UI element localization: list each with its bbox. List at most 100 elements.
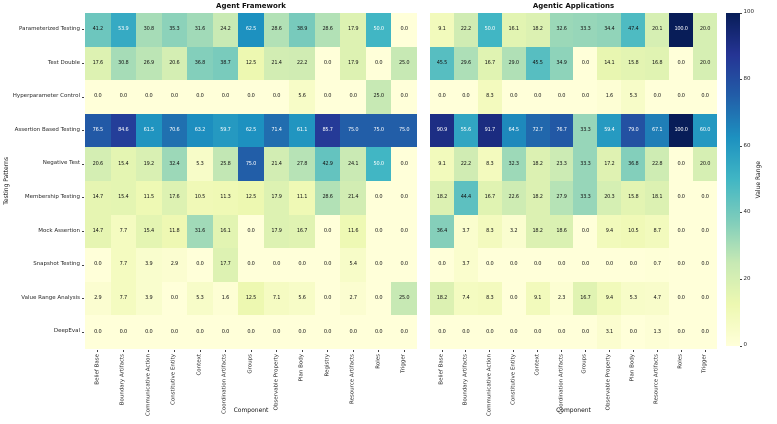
heatmap-agentic-applications: 9.1 22.2 50.0 16.1 18.2 32.6 33.3 34.4 47.4 20.1 1… (430, 13, 717, 349)
heatmap-cell: 0.0 (238, 315, 264, 349)
heatmap-cell: 0.0 (391, 214, 417, 249)
heatmap-cell: 18.2 (525, 180, 550, 215)
tick-mark (352, 349, 354, 352)
heatmap-cell: 34.9 (549, 46, 574, 81)
heatmap-cell: 20.0 (693, 147, 717, 181)
heatmap-cell: 0.0 (85, 248, 111, 282)
heatmap-cell: 0.0 (238, 248, 264, 282)
heatmap-cell: 0.0 (693, 315, 717, 349)
heatmap-cell: 0.0 (314, 214, 341, 249)
heatmap-cell: 16.1 (212, 214, 239, 249)
heatmap-cell: 15.4 (110, 180, 137, 215)
heatmap-cell: 7.4 (453, 281, 478, 316)
heatmap-cell: 17.6 (85, 46, 111, 81)
heatmap-cell: 32.4 (161, 147, 188, 181)
x-tick-label: Context (196, 353, 203, 376)
heatmap-cell: 0.0 (573, 214, 598, 249)
heatmap-cell: 0.0 (365, 46, 392, 81)
colorbar-tick-label: 20 (743, 275, 751, 282)
heatmap-cell: 0.0 (621, 315, 646, 349)
heatmap-cell: 0.0 (621, 248, 646, 282)
heatmap-cell: 20.6 (85, 147, 111, 181)
y-tick-label: Mock Assertion (38, 227, 80, 234)
heatmap-cell: 45.5 (430, 46, 454, 81)
tick-mark (740, 345, 743, 347)
heatmap-cell: 25.0 (391, 281, 417, 316)
heatmap-cell: 0.0 (573, 46, 598, 81)
heatmap-cell: 0.0 (549, 315, 574, 349)
heatmap-cell: 0.0 (238, 214, 264, 249)
tick-mark (250, 349, 252, 352)
heatmap-cell: 0.0 (314, 248, 341, 282)
y-tick-label: Snapshot Testing (33, 261, 80, 268)
heatmap-cell: 0.0 (693, 214, 717, 249)
tick-mark (740, 212, 743, 214)
heatmap-cell: 20.1 (645, 13, 670, 47)
tick-mark (81, 163, 85, 165)
x-tick-label: Groups (247, 353, 254, 374)
tick-mark (465, 349, 467, 352)
heatmap-cell: 15.8 (621, 46, 646, 81)
heatmap-cell: 0.0 (501, 315, 526, 349)
heatmap-cell: 0.0 (314, 80, 341, 114)
x-tick-label: Boundary Artifacts (462, 353, 469, 405)
heatmap-cell: 7.7 (110, 281, 137, 316)
tick-mark (97, 349, 99, 352)
heatmap-cell: 50.0 (477, 13, 502, 47)
tick-mark (199, 349, 201, 352)
heatmap-cell: 0.0 (161, 315, 188, 349)
heatmap-cell: 16.7 (477, 180, 502, 215)
heatmap-cell: 25.0 (365, 80, 392, 114)
heatmap-cell: 28.6 (314, 13, 341, 47)
heatmap-cell: 17.9 (263, 214, 290, 249)
heatmap-cell: 3.9 (136, 248, 162, 282)
heatmap-cell: 15.8 (621, 180, 646, 215)
x-tick-label: Communicative Action (486, 353, 493, 416)
heatmap-cell: 11.5 (136, 180, 162, 215)
heatmap-cell: 0.0 (365, 248, 392, 282)
x-tick-label: Registry (324, 353, 331, 377)
heatmap-cell: 0.0 (340, 315, 366, 349)
heatmap-cell: 10.5 (187, 180, 213, 215)
heatmap-cell: 0.0 (212, 315, 239, 349)
heatmap-cell: 18.2 (430, 180, 454, 215)
heatmap-cell: 0.0 (501, 80, 526, 114)
heatmap-cell: 15.4 (136, 214, 162, 249)
y-tick-label: DeepEval (53, 328, 80, 335)
heatmap-cell: 0.0 (669, 180, 694, 215)
heatmap-cell: 18.6 (549, 214, 574, 249)
heatmap-cell: 33.3 (573, 13, 598, 47)
heatmap-cell: 0.0 (477, 315, 502, 349)
heatmap-cell: 42.9 (314, 147, 341, 181)
heatmap-cell: 11.8 (161, 214, 188, 249)
heatmap-cell: 38.9 (289, 13, 315, 47)
tick-mark (489, 349, 491, 352)
y-tick-label: Parameterized Testing (19, 26, 80, 32)
heatmap-cell: 31.6 (187, 214, 213, 249)
heatmap-cell: 70.6 (161, 113, 188, 148)
heatmap-cell: 9.4 (597, 281, 622, 316)
left-heatmap-title: Agent Framework (216, 2, 286, 10)
heatmap-cell: 0.0 (501, 281, 526, 316)
heatmap-cell: 11.6 (340, 214, 366, 249)
heatmap-cell: 71.4 (263, 113, 290, 148)
heatmap-cell: 1.6 (212, 281, 239, 316)
tick-mark (81, 130, 85, 131)
tick-mark (740, 12, 743, 14)
heatmap-cell: 0.0 (453, 80, 478, 114)
heatmap-cell: 0.0 (365, 315, 392, 349)
heatmap-cell: 59.7 (212, 113, 239, 148)
heatmap-cell: 5.3 (621, 281, 646, 316)
heatmap-cell: 20.0 (693, 46, 717, 81)
heatmap-cell: 20.0 (693, 13, 717, 47)
heatmap-cell: 8.3 (477, 281, 502, 316)
heatmap-cell: 75.0 (391, 113, 417, 148)
heatmap-cell: 16.7 (477, 46, 502, 81)
x-tick-label: Coordination Artifacts (222, 353, 229, 414)
heatmap-cell: 0.0 (365, 281, 392, 316)
heatmap-cell: 0.0 (669, 281, 694, 316)
heatmap-cell: 30.8 (110, 46, 137, 81)
heatmap-cell: 0.0 (391, 248, 417, 282)
heatmap-cell: 0.0 (391, 147, 417, 181)
heatmap-cell: 14.1 (597, 46, 622, 81)
